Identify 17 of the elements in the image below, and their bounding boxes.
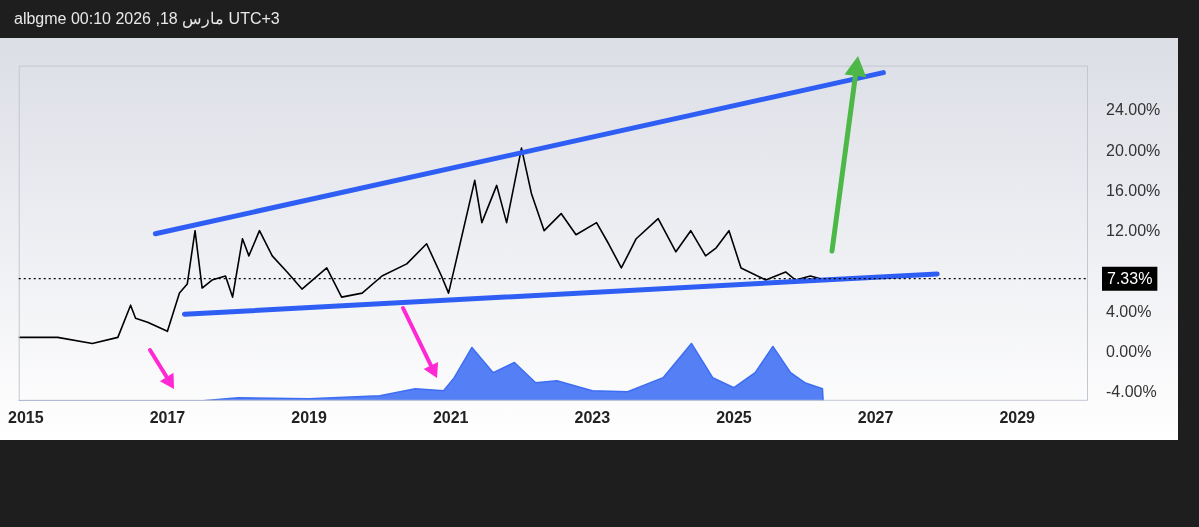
x-tick-label: 2021 xyxy=(432,408,469,426)
y-tick-label: 12.00% xyxy=(1106,222,1161,240)
y-tick-label: 0.00% xyxy=(1106,342,1152,360)
x-tick-label: 2017 xyxy=(149,408,186,426)
x-tick-label: 2027 xyxy=(857,408,894,426)
y-tick-label: 20.00% xyxy=(1106,141,1161,159)
y-tick-label: -4.00% xyxy=(1106,383,1157,401)
y-tick-label: 24.00% xyxy=(1106,101,1161,119)
y-tick-label: 16.00% xyxy=(1106,181,1161,199)
x-tick-label: 2015 xyxy=(8,408,44,426)
x-tick-label: 2023 xyxy=(574,408,611,426)
x-tick-label: 2019 xyxy=(291,408,327,426)
x-tick-label: 2029 xyxy=(999,408,1036,426)
x-tick-label: 2025 xyxy=(716,408,752,426)
chart-title: albgme 00:10 2026 ,18 مارس UTC+3 xyxy=(14,9,280,28)
y-tick-label: 4.00% xyxy=(1106,302,1152,320)
ref-line-label: 7.33% xyxy=(1107,270,1153,288)
